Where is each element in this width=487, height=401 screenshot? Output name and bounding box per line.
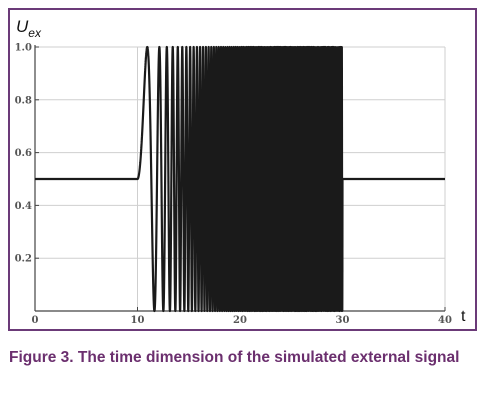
- x-tick-label: 10: [131, 315, 145, 326]
- figure-caption: Figure 3. The time dimension of the simu…: [9, 349, 460, 366]
- tick-labels: 0 10 20 30 40 0.2 0.4 0.6 0.8 1.0: [15, 43, 452, 327]
- y-tick-label: 0.4: [15, 201, 32, 212]
- x-tick-label: 30: [336, 315, 350, 326]
- x-axis-label: t: [461, 308, 466, 325]
- x-tick-label: 20: [233, 315, 247, 326]
- y-tick-label: 1.0: [15, 43, 32, 54]
- y-tick-label: 0.2: [15, 254, 32, 265]
- y-tick-label: 0.8: [15, 95, 32, 106]
- y-tick-label: 0.6: [15, 148, 32, 159]
- x-tick-label: 40: [438, 315, 452, 326]
- y-axis-label: Uex: [16, 17, 42, 40]
- chart-svg: 0 10 20 30 40 0.2 0.4 0.6 0.8 1.0 Uex t: [15, 17, 466, 327]
- x-tick-label: 0: [32, 315, 39, 326]
- signal-line: [35, 45, 445, 313]
